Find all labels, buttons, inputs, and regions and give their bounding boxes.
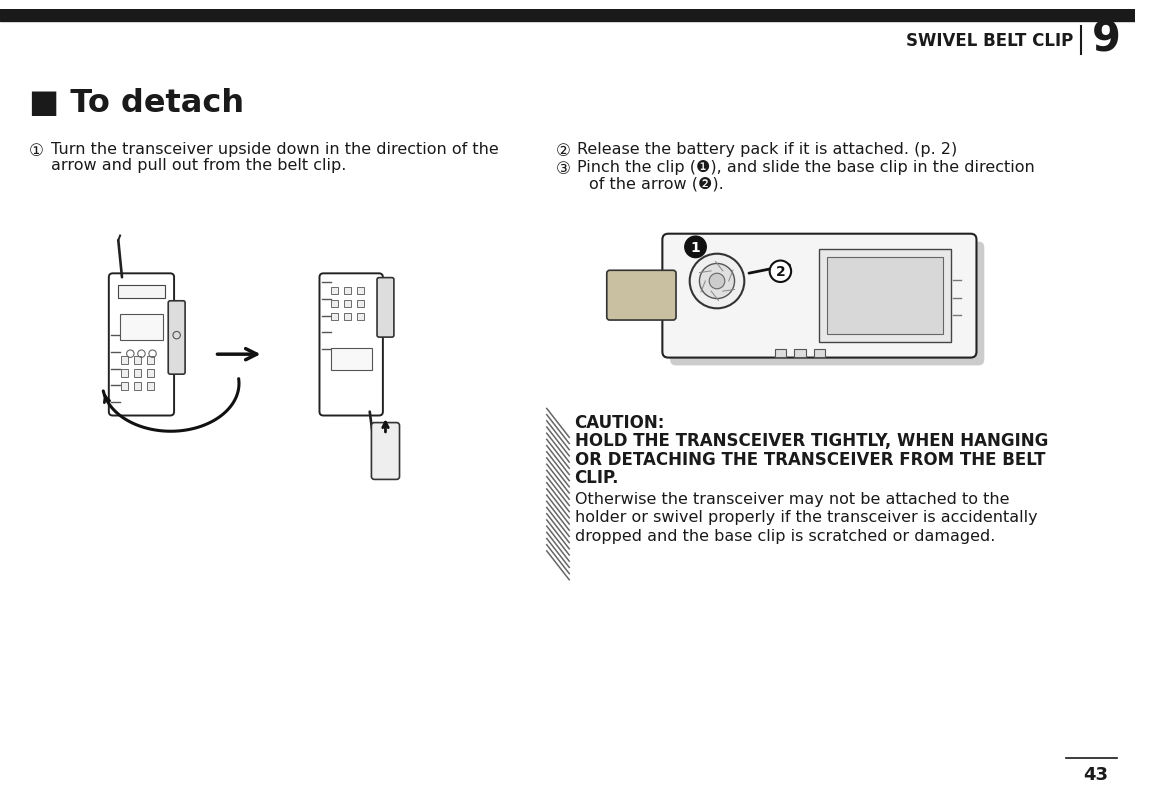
Bar (330, 300, 338, 308)
Bar (330, 313, 338, 321)
Bar (120, 315, 163, 340)
Text: HOLD THE TRANSCEIVER TIGHTLY, WHEN HANGING: HOLD THE TRANSCEIVER TIGHTLY, WHEN HANGI… (575, 432, 1048, 450)
Bar (344, 313, 351, 321)
Bar (775, 349, 786, 357)
Text: Release the battery pack if it is attached. (p. 2): Release the battery pack if it is attach… (578, 141, 958, 157)
Bar (820, 250, 951, 343)
Text: ①: ① (29, 141, 44, 159)
Bar (134, 383, 142, 390)
Text: ②: ② (556, 141, 571, 159)
Bar (119, 285, 165, 298)
FancyBboxPatch shape (320, 274, 383, 416)
Text: CLIP.: CLIP. (575, 469, 619, 487)
Bar (357, 287, 364, 295)
Text: CAUTION:: CAUTION: (575, 414, 665, 431)
FancyBboxPatch shape (109, 274, 174, 416)
Bar (121, 357, 128, 365)
FancyBboxPatch shape (377, 279, 394, 338)
FancyBboxPatch shape (670, 243, 984, 366)
Bar (0, 10, 1135, 22)
Text: ③: ③ (556, 160, 571, 177)
Text: 1: 1 (691, 241, 700, 255)
Bar (794, 349, 806, 357)
Text: SWIVEL BELT CLIP: SWIVEL BELT CLIP (906, 32, 1073, 50)
Bar (330, 287, 338, 295)
Text: 9: 9 (1092, 18, 1121, 60)
Circle shape (699, 264, 735, 300)
Bar (357, 313, 364, 321)
Text: ■ To detach: ■ To detach (29, 88, 244, 119)
Bar (814, 349, 826, 357)
Circle shape (770, 261, 791, 283)
Text: holder or swivel properly if the transceiver is accidentally: holder or swivel properly if the transce… (575, 510, 1037, 524)
FancyBboxPatch shape (663, 234, 977, 358)
Circle shape (690, 255, 744, 309)
FancyBboxPatch shape (607, 271, 676, 320)
Bar (134, 357, 142, 365)
FancyBboxPatch shape (169, 301, 185, 375)
Bar (344, 287, 351, 295)
Circle shape (709, 274, 725, 289)
Text: of the arrow (❷).: of the arrow (❷). (590, 177, 723, 191)
FancyBboxPatch shape (371, 423, 400, 480)
Circle shape (685, 237, 706, 259)
Bar (121, 370, 128, 377)
Bar (344, 300, 351, 308)
Text: arrow and pull out from the belt clip.: arrow and pull out from the belt clip. (51, 158, 347, 173)
Bar (121, 383, 128, 390)
Bar (147, 383, 155, 390)
Text: OR DETACHING THE TRANSCEIVER FROM THE BELT: OR DETACHING THE TRANSCEIVER FROM THE BE… (575, 450, 1046, 468)
Bar (147, 357, 155, 365)
Text: 43: 43 (1083, 764, 1108, 783)
Bar (827, 258, 943, 335)
Text: Pinch the clip (❶), and slide the base clip in the direction: Pinch the clip (❶), and slide the base c… (578, 160, 1035, 175)
Text: Otherwise the transceiver may not be attached to the: Otherwise the transceiver may not be att… (575, 491, 1009, 506)
Bar (147, 370, 155, 377)
Text: 2: 2 (776, 265, 785, 279)
Text: dropped and the base clip is scratched or damaged.: dropped and the base clip is scratched o… (575, 528, 996, 543)
Text: Turn the transceiver upside down in the direction of the: Turn the transceiver upside down in the … (51, 141, 499, 157)
Bar (330, 349, 371, 371)
Bar (357, 300, 364, 308)
Bar (134, 370, 142, 377)
